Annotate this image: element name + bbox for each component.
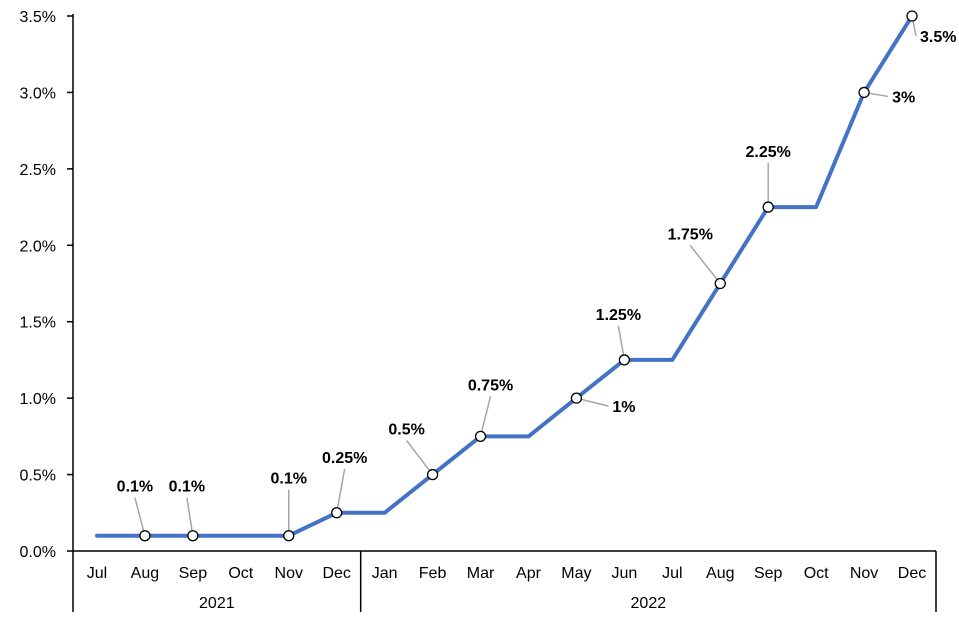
data-label-leader [689, 245, 721, 284]
data-point-marker [331, 507, 343, 519]
data-label: 2.25% [746, 144, 791, 161]
data-point-marker [187, 530, 199, 542]
x-tick-label: Jul [662, 565, 682, 582]
x-tick-label: Aug [131, 565, 159, 582]
data-label: 1.75% [668, 227, 713, 244]
x-tick-label: May [561, 565, 591, 582]
y-tick-label: 2.0% [20, 238, 56, 255]
data-point-marker [762, 201, 774, 213]
data-point-marker [570, 392, 583, 404]
x-tick-label: Sep [754, 565, 783, 582]
y-tick-label: 1.0% [20, 391, 56, 408]
x-tick-label: Jun [611, 565, 637, 582]
data-label: 1% [612, 399, 635, 416]
data-point-marker [618, 354, 631, 366]
data-point-marker [714, 277, 726, 290]
x-tick-label: Dec [322, 565, 350, 582]
y-tick-label: 3.0% [20, 85, 56, 102]
x-axis-ticks: Jul Aug Sep Oct Nov Dec Jan Feb Mar Apr May Jun Jul A… [87, 565, 927, 582]
y-axis-ticks: 0.0% 0.5% 1.0% 1.5% 2.0% 2.5% 3.0% 3.5% [20, 9, 73, 561]
data-point-marker [474, 430, 487, 443]
data-point-marker [139, 530, 151, 542]
axes [72, 14, 937, 612]
data-point-marker [283, 530, 295, 542]
x-tick-label: Feb [419, 565, 447, 582]
data-point-marker [426, 468, 439, 481]
data-label-leader [405, 440, 434, 476]
y-tick-label: 3.5% [20, 9, 56, 26]
year-label: 2022 [631, 595, 667, 612]
data-label: 0.1% [117, 479, 153, 496]
data-labels: 0.1% 0.1% 0.1% 0.25% 0.5% 0.75% 1% 1.25% 1.75% 2.… [117, 10, 956, 542]
y-tick-label: 0.5% [20, 468, 56, 485]
x-tick-label: Oct [804, 565, 829, 582]
data-label-leader [186, 497, 194, 536]
data-label: 0.75% [468, 377, 513, 394]
y-tick-label: 2.5% [20, 162, 56, 179]
data-label-leader [134, 497, 146, 536]
data-point-marker [906, 10, 918, 22]
x-tick-label: Sep [179, 565, 208, 582]
data-label-leader [617, 325, 626, 361]
x-tick-label: Oct [228, 565, 253, 582]
data-label: 0.25% [322, 450, 367, 467]
year-label: 2021 [199, 595, 235, 612]
x-tick-label: Jan [372, 565, 398, 582]
data-point-marker [858, 86, 870, 99]
series [95, 14, 914, 538]
x-tick-label: Nov [850, 565, 878, 582]
x-tick-label: Mar [467, 565, 495, 582]
data-label-leader [335, 468, 346, 513]
data-label: 0.1% [271, 471, 307, 488]
data-label: 3% [892, 89, 915, 106]
data-label: 3.5% [920, 29, 956, 46]
x-tick-label: Dec [898, 565, 926, 582]
data-label: 0.5% [388, 422, 424, 439]
x-tick-label: Nov [275, 565, 303, 582]
y-tick-label: 0.0% [20, 544, 56, 561]
y-tick-label: 1.5% [20, 315, 56, 332]
data-label-leader [479, 396, 492, 437]
data-label: 1.25% [596, 307, 641, 324]
x-tick-label: Jul [87, 565, 107, 582]
series-line [95, 14, 914, 538]
x-tick-label: Apr [516, 565, 542, 582]
x-tick-label: Aug [706, 565, 734, 582]
year-groups: 2021 2022 [199, 551, 666, 612]
data-label: 0.1% [169, 479, 205, 496]
